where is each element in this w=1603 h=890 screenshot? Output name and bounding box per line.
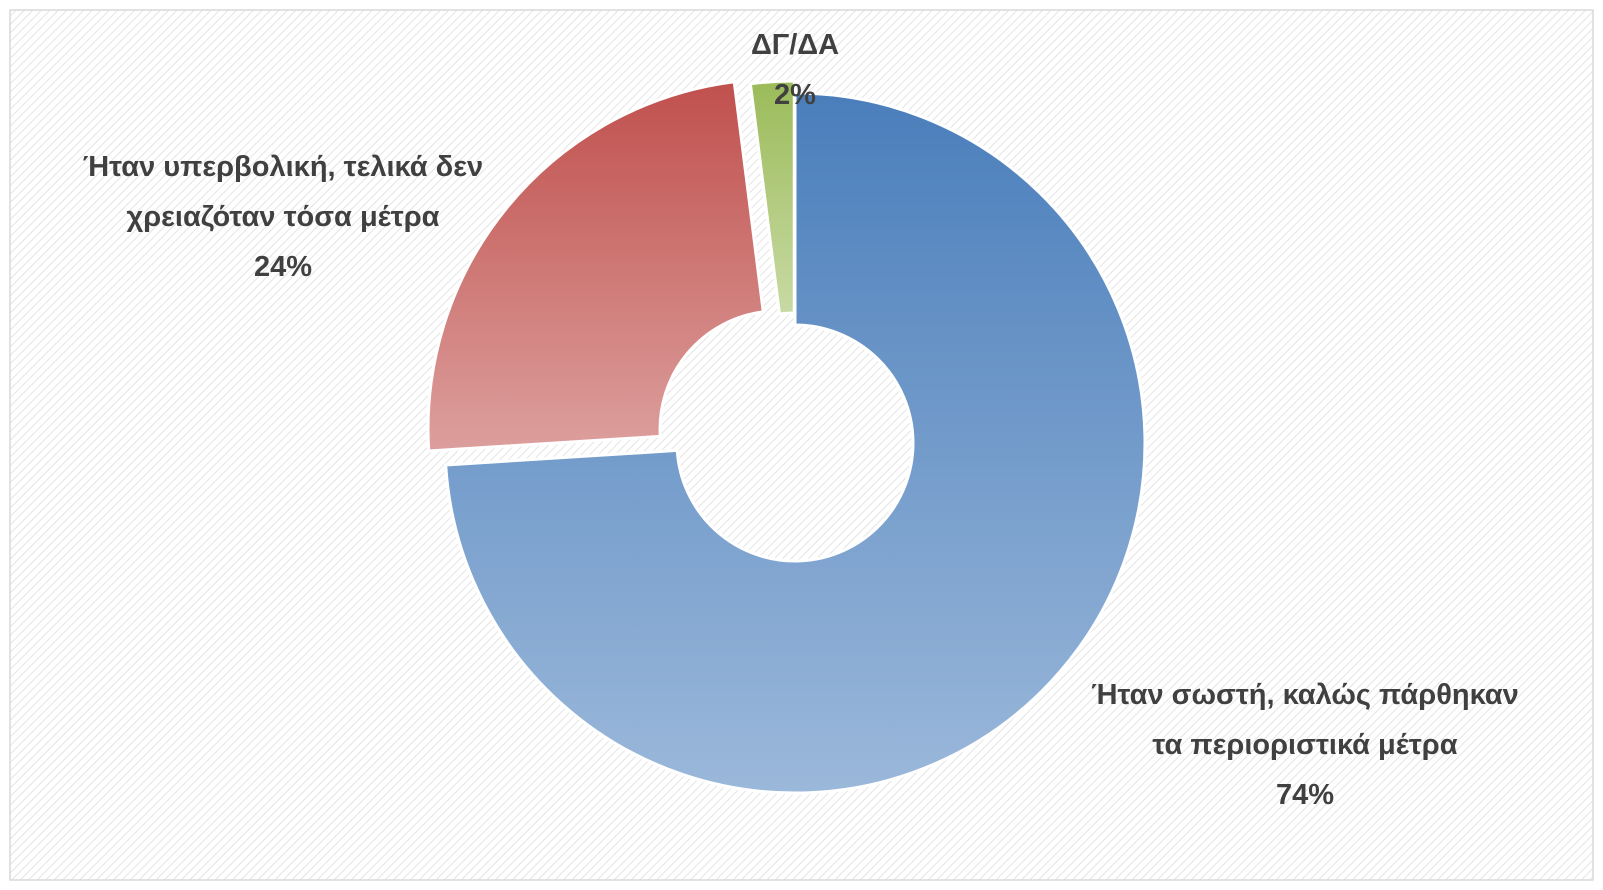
category-label: Ήταν σωστή, καλώς πάρθηκαν τα περιοριστι… [1091, 679, 1519, 761]
donut-slice [444, 91, 1147, 795]
value-label: 24% [253, 251, 313, 283]
donut-slice [748, 79, 796, 316]
value-label: 74% [1275, 779, 1335, 811]
donut-slice [426, 80, 765, 453]
value-label: 2% [774, 79, 816, 111]
data-label: Ήταν σωστή, καλώς πάρθηκαν τα περιοριστι… [1075, 670, 1535, 820]
data-label: Ήταν υπερβολική, τελικά δεν χρειαζόταν τ… [33, 142, 533, 292]
category-label: Ήταν υπερβολική, τελικά δεν χρειαζόταν τ… [82, 151, 484, 233]
category-label: ΔΓ/ΔΑ [750, 29, 840, 61]
data-label: ΔΓ/ΔΑ 2% [725, 20, 865, 120]
